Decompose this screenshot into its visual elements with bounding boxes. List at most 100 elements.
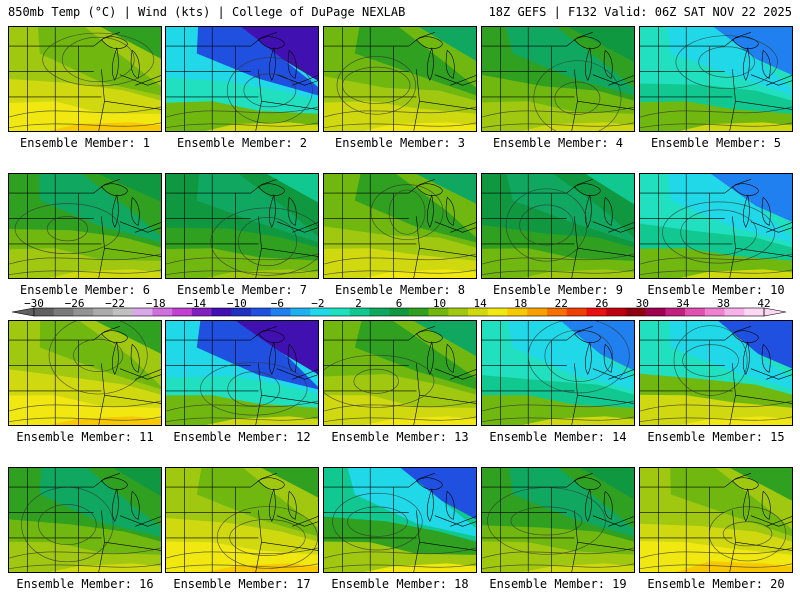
colorbar-segment xyxy=(724,308,745,316)
panel-label: Ensemble Member: 16 xyxy=(16,577,154,591)
map-panel xyxy=(639,26,793,132)
panel-label: Ensemble Member: 9 xyxy=(492,283,624,297)
colorbar-segment xyxy=(211,308,232,316)
colorbar-segment xyxy=(645,308,666,316)
colorbar-segment xyxy=(586,308,607,316)
map-panel xyxy=(323,320,477,426)
map-panel xyxy=(481,173,635,279)
panel-label: Ensemble Member: 13 xyxy=(331,430,469,444)
colorbar-tick: 2 xyxy=(355,297,362,310)
panel-label: Ensemble Member: 17 xyxy=(173,577,311,591)
panel-label: Ensemble Member: 19 xyxy=(489,577,627,591)
panel-label: Ensemble Member: 20 xyxy=(647,577,785,591)
panel-label: Ensemble Member: 10 xyxy=(647,283,785,297)
panel-label: Ensemble Member: 11 xyxy=(16,430,154,444)
panel-label: Ensemble Member: 3 xyxy=(334,136,466,150)
panel-label: Ensemble Member: 2 xyxy=(176,136,308,150)
colorbar-segment xyxy=(53,308,74,316)
colorbar-tick: 14 xyxy=(473,297,487,310)
colorbar-segment xyxy=(468,308,489,316)
map-panel xyxy=(323,467,477,573)
colorbar-segment xyxy=(310,308,331,316)
colorbar-tick: 30 xyxy=(635,297,649,310)
colorbar-tick: −22 xyxy=(105,297,126,310)
map-panel xyxy=(8,173,162,279)
colorbar-tick: 34 xyxy=(676,297,690,310)
colorbar-segment xyxy=(389,308,410,316)
map-panel xyxy=(481,467,635,573)
colorbar-tick: 18 xyxy=(514,297,528,310)
colorbar-segment xyxy=(625,308,646,316)
colorbar-segment xyxy=(527,308,548,316)
panel-label: Ensemble Member: 14 xyxy=(489,430,627,444)
map-panel xyxy=(8,320,162,426)
colorbar-segment xyxy=(408,308,429,316)
colorbar-tick: −10 xyxy=(226,297,247,310)
colorbar-segment xyxy=(566,308,587,316)
colorbar-segment xyxy=(428,308,449,316)
header-title-left: 850mb Temp (°C) | Wind (kts) | College o… xyxy=(8,5,406,19)
panel-label: Ensemble Member: 6 xyxy=(19,283,151,297)
colorbar-segment xyxy=(93,308,114,316)
colorbar-tick: −2 xyxy=(311,297,325,310)
panel-label: Ensemble Member: 7 xyxy=(176,283,308,297)
colorbar-segment xyxy=(448,308,469,316)
colorbar-segment xyxy=(369,308,390,316)
panel-label: Ensemble Member: 4 xyxy=(492,136,624,150)
map-panel xyxy=(165,26,319,132)
map-panel xyxy=(165,173,319,279)
map-panel xyxy=(639,320,793,426)
map-panel xyxy=(8,467,162,573)
colorbar-segment xyxy=(349,308,370,316)
colorbar-tick: −6 xyxy=(270,297,284,310)
panel-label: Ensemble Member: 5 xyxy=(650,136,782,150)
colorbar-segment xyxy=(685,308,706,316)
colorbar-tick: −26 xyxy=(64,297,85,310)
panel-label: Ensemble Member: 18 xyxy=(331,577,469,591)
colorbar-segment xyxy=(231,308,252,316)
panel-label: Ensemble Member: 12 xyxy=(173,430,311,444)
colorbar-segment xyxy=(152,308,173,316)
colorbar-segment xyxy=(290,308,311,316)
panel-label: Ensemble Member: 8 xyxy=(334,283,466,297)
colorbar-tick: 26 xyxy=(595,297,609,310)
map-panel xyxy=(165,320,319,426)
map-panel xyxy=(481,320,635,426)
map-panel xyxy=(639,173,793,279)
map-panel xyxy=(481,26,635,132)
colorbar-segment xyxy=(744,308,765,316)
colorbar-segment xyxy=(270,308,291,316)
panel-label: Ensemble Member: 15 xyxy=(647,430,785,444)
map-panel xyxy=(323,26,477,132)
colorbar-segment xyxy=(507,308,528,316)
temperature-colorbar xyxy=(11,307,787,317)
colorbar-tick: 42 xyxy=(757,297,771,310)
colorbar-tick: −14 xyxy=(186,297,207,310)
colorbar-tick: −18 xyxy=(145,297,166,310)
colorbar-tick: 22 xyxy=(554,297,568,310)
colorbar-segment xyxy=(34,308,55,316)
colorbar-segment xyxy=(132,308,153,316)
map-panel xyxy=(323,173,477,279)
colorbar-segment xyxy=(546,308,568,316)
header-title-right: 18Z GEFS | F132 Valid: 06Z SAT NOV 22 20… xyxy=(488,5,792,19)
colorbar-tick: 38 xyxy=(716,297,731,310)
colorbar-segment xyxy=(704,308,725,316)
colorbar-segment xyxy=(73,308,94,316)
colorbar-segment xyxy=(191,308,212,316)
colorbar-segment xyxy=(251,308,272,316)
colorbar-segment xyxy=(665,308,686,316)
map-panel xyxy=(8,26,162,132)
map-panel xyxy=(165,467,319,573)
colorbar-tick: 10 xyxy=(432,297,447,310)
colorbar-segment xyxy=(112,308,133,316)
colorbar-segment xyxy=(606,308,627,316)
colorbar-segment xyxy=(172,308,193,316)
map-panel xyxy=(639,467,793,573)
colorbar-segment xyxy=(329,308,350,316)
colorbar-tick: 6 xyxy=(395,297,403,310)
panel-label: Ensemble Member: 1 xyxy=(19,136,151,150)
colorbar-tick: −30 xyxy=(24,297,44,310)
colorbar-segment xyxy=(487,308,508,316)
